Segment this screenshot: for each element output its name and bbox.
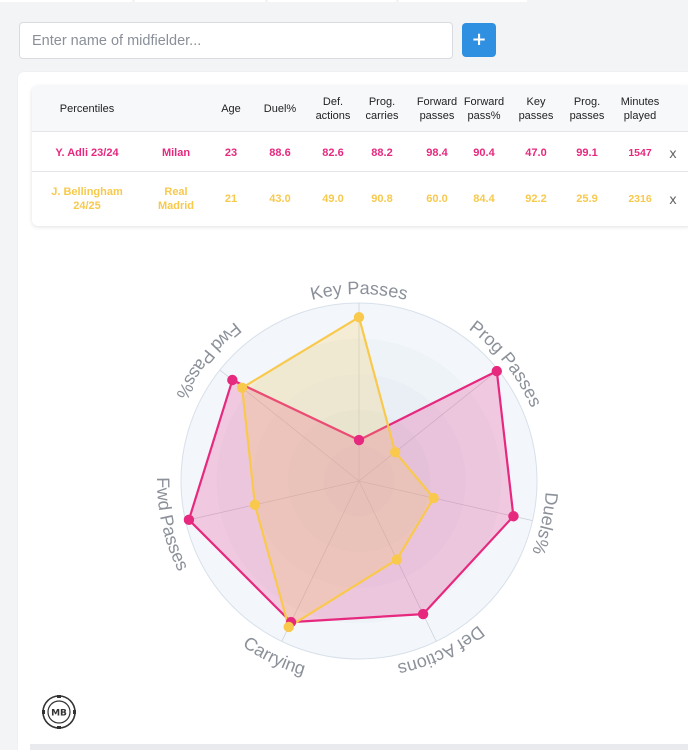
radar-spoke bbox=[281, 480, 360, 642]
radar-spoke bbox=[358, 480, 533, 521]
radar-point bbox=[508, 511, 519, 522]
table-header-row: Percentiles Age Duel% Def. actions Prog. carri… bbox=[32, 86, 688, 132]
column-header: Forward passes bbox=[416, 96, 458, 122]
duel-pct-cell: 88.6 bbox=[269, 146, 291, 159]
forward-passes-cell: 60.0 bbox=[426, 193, 448, 205]
remove-player-button[interactable]: x bbox=[669, 146, 677, 162]
forward-pass-pct-cell: 90.4 bbox=[473, 146, 495, 159]
column-header: Key passes bbox=[518, 96, 554, 122]
radar-point bbox=[417, 608, 429, 620]
radar-point bbox=[491, 365, 502, 377]
tab-4[interactable] bbox=[399, 0, 527, 2]
team-cell: Real Madrid bbox=[157, 186, 195, 212]
def-actions-cell: 82.6 bbox=[322, 146, 344, 159]
percentiles-table: Percentiles Age Duel% Def. actions Prog. carri… bbox=[32, 86, 688, 226]
team-cell: Milan bbox=[161, 146, 191, 159]
tab-3[interactable] bbox=[268, 0, 396, 2]
prog-passes-cell: 25.9 bbox=[576, 193, 598, 205]
radar-point bbox=[183, 514, 195, 526]
player-name-cell: J. Bellingham 24/25 bbox=[51, 186, 123, 212]
remove-player-button[interactable]: x bbox=[669, 193, 677, 208]
radar-point bbox=[353, 434, 365, 446]
column-header: Prog. passes bbox=[569, 96, 605, 122]
radar-point bbox=[283, 621, 294, 633]
prog-carries-cell: 90.8 bbox=[371, 193, 393, 205]
tab-strip bbox=[0, 0, 688, 3]
prog-carries-cell: 88.2 bbox=[371, 146, 393, 159]
key-passes-cell: 92.2 bbox=[525, 193, 547, 205]
radar-axis-label: Key Passes bbox=[308, 278, 409, 304]
duel-pct-cell: 43.0 bbox=[269, 193, 291, 205]
radar-spoke bbox=[358, 369, 499, 482]
prog-passes-cell: 99.1 bbox=[576, 146, 598, 159]
radar-point bbox=[391, 554, 403, 565]
column-header: Minutes played bbox=[620, 96, 660, 122]
minutes-cell: 1547 bbox=[628, 146, 652, 159]
add-player-button[interactable]: + bbox=[462, 23, 496, 57]
radar-point bbox=[389, 446, 401, 458]
key-passes-cell: 47.0 bbox=[525, 146, 547, 159]
forward-pass-pct-cell: 84.4 bbox=[473, 193, 495, 205]
age-cell: 23 bbox=[224, 146, 238, 159]
radar-series-area bbox=[241, 316, 435, 629]
age-cell: 21 bbox=[224, 193, 238, 205]
radar-point bbox=[236, 382, 248, 393]
column-header: Duel% bbox=[263, 103, 297, 115]
column-header: Forward pass% bbox=[463, 96, 505, 122]
column-header: Age bbox=[221, 103, 241, 115]
radar-point bbox=[428, 492, 439, 504]
forward-passes-cell: 98.4 bbox=[426, 146, 448, 159]
player-name-cell: Y. Adli 23/24 bbox=[55, 146, 119, 159]
def-actions-cell: 49.0 bbox=[322, 193, 344, 205]
search-input[interactable] bbox=[19, 22, 453, 59]
tab-1[interactable] bbox=[0, 0, 132, 2]
radar-point bbox=[249, 499, 261, 510]
radar-point bbox=[353, 312, 365, 323]
column-header: Def. actions bbox=[315, 96, 351, 122]
radar-spoke bbox=[185, 480, 360, 521]
minutes-cell: 2316 bbox=[628, 193, 652, 205]
next-card-edge bbox=[30, 744, 688, 750]
table-row: J. Bellingham 24/25 Real Madrid 21 43.0 49.0 90… bbox=[32, 173, 688, 225]
column-header: Prog. carries bbox=[365, 96, 399, 122]
radar-point bbox=[227, 374, 238, 386]
mb-logo: MB bbox=[41, 694, 77, 735]
table-row: Y. Adli 23/24 Milan 23 88.6 82.6 88.2 98.4 90.4… bbox=[32, 133, 688, 172]
logo-text: MB bbox=[51, 709, 67, 719]
column-header: Percentiles bbox=[59, 103, 115, 115]
tab-2[interactable] bbox=[135, 0, 265, 2]
